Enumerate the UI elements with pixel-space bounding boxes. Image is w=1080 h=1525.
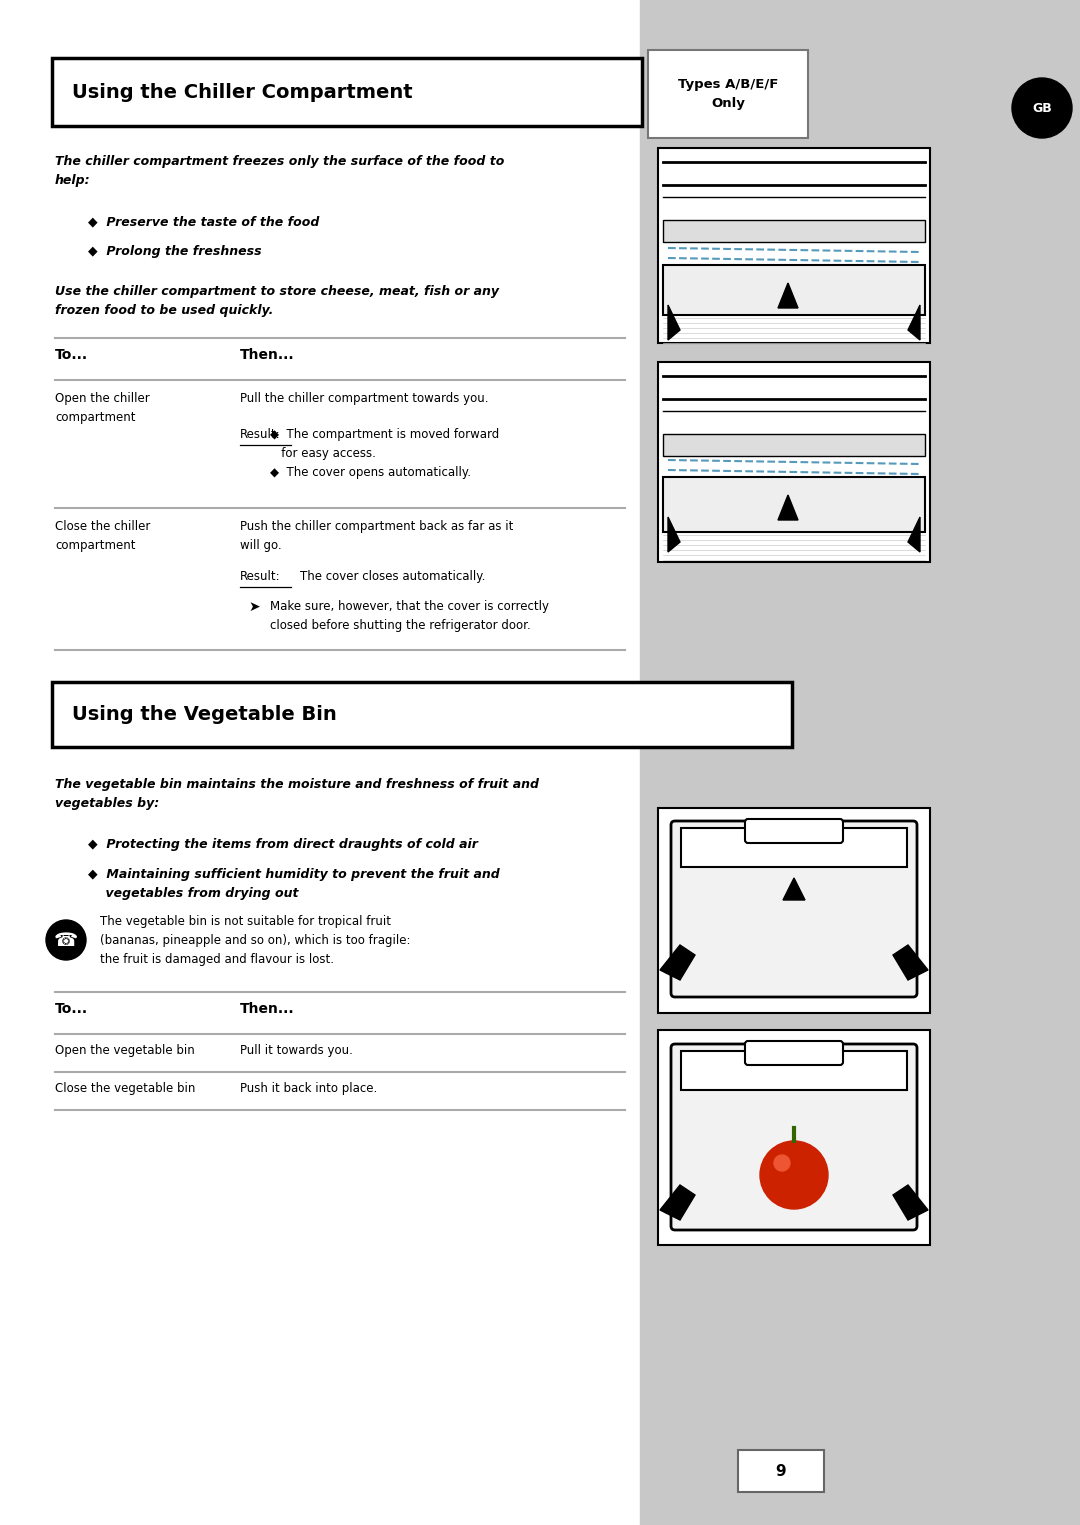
Circle shape [1012,78,1072,137]
Text: Close the chiller
compartment: Close the chiller compartment [55,520,150,552]
Text: Types A/B/E/F
Only: Types A/B/E/F Only [678,78,779,110]
Text: ◆  Prolong the freshness: ◆ Prolong the freshness [87,246,261,258]
Polygon shape [908,517,920,552]
Text: ☎: ☎ [54,930,78,950]
Text: 9: 9 [775,1464,786,1479]
Text: Close the vegetable bin: Close the vegetable bin [55,1083,195,1095]
Text: Then...: Then... [240,1002,295,1016]
FancyBboxPatch shape [663,265,924,316]
Text: Pull it towards you.: Pull it towards you. [240,1045,353,1057]
Circle shape [46,920,86,961]
Text: Open the chiller
compartment: Open the chiller compartment [55,392,150,424]
Polygon shape [893,1185,928,1220]
Text: ◆  Protecting the items from direct draughts of cold air: ◆ Protecting the items from direct draug… [87,839,477,851]
FancyBboxPatch shape [738,1450,824,1491]
FancyBboxPatch shape [663,435,924,456]
FancyBboxPatch shape [648,50,808,137]
Text: ◆  Preserve the taste of the food: ◆ Preserve the taste of the food [87,215,320,229]
FancyBboxPatch shape [52,682,792,747]
Text: The vegetable bin is not suitable for tropical fruit
(bananas, pineapple and so : The vegetable bin is not suitable for tr… [100,915,410,965]
Text: The cover closes automatically.: The cover closes automatically. [300,570,485,583]
Text: Result:: Result: [240,570,281,583]
Polygon shape [660,1185,696,1220]
Circle shape [760,1141,828,1209]
Polygon shape [778,496,798,520]
Text: ◆  Maintaining sufficient humidity to prevent the fruit and
    vegetables from : ◆ Maintaining sufficient humidity to pre… [87,868,500,900]
Text: Result:: Result: [240,429,281,441]
Text: Make sure, however, that the cover is correctly
closed before shutting the refri: Make sure, however, that the cover is co… [270,599,549,631]
Text: To...: To... [55,1002,89,1016]
Text: The vegetable bin maintains the moisture and freshness of fruit and
vegetables b: The vegetable bin maintains the moisture… [55,778,539,810]
Text: Use the chiller compartment to store cheese, meat, fish or any
frozen food to be: Use the chiller compartment to store che… [55,285,499,317]
Text: Pull the chiller compartment towards you.: Pull the chiller compartment towards you… [240,392,488,406]
Polygon shape [669,517,680,552]
FancyBboxPatch shape [658,808,930,1013]
Polygon shape [778,284,798,308]
FancyBboxPatch shape [658,361,930,563]
Bar [640,0,1080,1525]
FancyBboxPatch shape [681,1051,907,1090]
FancyBboxPatch shape [671,1045,917,1231]
Polygon shape [893,946,928,981]
FancyBboxPatch shape [663,220,924,242]
FancyBboxPatch shape [681,828,907,868]
Polygon shape [783,878,805,900]
FancyBboxPatch shape [658,148,930,343]
Text: The chiller compartment freezes only the surface of the food to
help:: The chiller compartment freezes only the… [55,156,504,188]
Polygon shape [908,305,920,340]
FancyBboxPatch shape [658,1029,930,1244]
FancyBboxPatch shape [663,477,924,532]
Text: ◆  The compartment is moved forward
           for easy access.
        ◆  The c: ◆ The compartment is moved forward for e… [240,429,499,479]
Polygon shape [669,305,680,340]
FancyBboxPatch shape [745,1042,843,1064]
Text: GB: GB [1032,102,1052,114]
FancyBboxPatch shape [745,819,843,843]
Text: Open the vegetable bin: Open the vegetable bin [55,1045,194,1057]
Text: Push it back into place.: Push it back into place. [240,1083,377,1095]
FancyBboxPatch shape [52,58,642,127]
Text: ➤: ➤ [248,599,259,615]
Text: Using the Vegetable Bin: Using the Vegetable Bin [72,705,337,723]
Text: To...: To... [55,348,89,361]
Text: Using the Chiller Compartment: Using the Chiller Compartment [72,82,413,102]
Text: Then...: Then... [240,348,295,361]
FancyBboxPatch shape [671,820,917,997]
Circle shape [774,1154,789,1171]
Text: Push the chiller compartment back as far as it
will go.: Push the chiller compartment back as far… [240,520,513,552]
Polygon shape [660,946,696,981]
